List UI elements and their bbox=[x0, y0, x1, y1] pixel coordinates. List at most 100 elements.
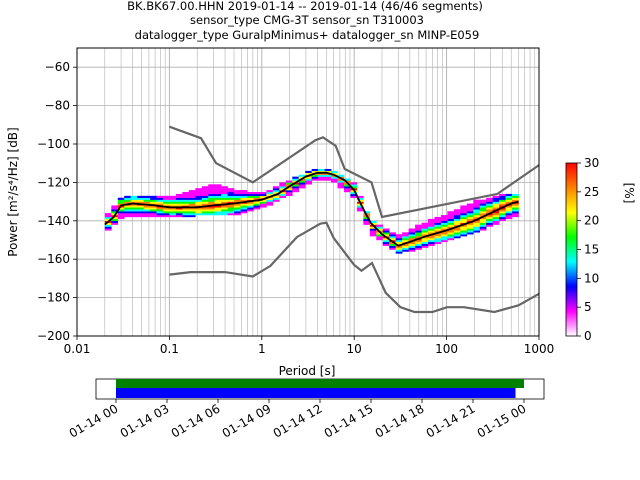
psd-cell bbox=[363, 211, 371, 214]
psd-cell bbox=[201, 186, 209, 189]
psd-cell bbox=[143, 199, 151, 202]
psd-cell bbox=[440, 215, 448, 218]
psd-cell bbox=[208, 209, 216, 212]
plot-area: 0.01 0.1 1 10 100 1000 −60 −80 −100 −120 −140 −160… bbox=[37, 47, 554, 356]
psd-cell bbox=[156, 195, 164, 198]
psd-cell bbox=[460, 218, 468, 221]
psd-cell bbox=[466, 203, 474, 206]
mean-psd bbox=[104, 171, 519, 247]
psd-cell bbox=[389, 247, 396, 250]
psd-cell bbox=[150, 199, 157, 202]
psd-cell bbox=[434, 241, 442, 245]
psd-cell bbox=[337, 184, 345, 187]
psd-cell bbox=[104, 222, 112, 225]
psd-cell bbox=[208, 188, 216, 191]
psd-cell bbox=[318, 178, 325, 181]
psd-cell bbox=[460, 205, 468, 208]
psd-cell bbox=[466, 232, 474, 235]
psd-cell bbox=[447, 215, 455, 218]
psd-cell bbox=[499, 213, 506, 216]
psd-cell bbox=[466, 218, 474, 221]
psd-cell bbox=[486, 199, 493, 202]
psd-cell bbox=[492, 215, 500, 218]
coverage-bar-green bbox=[116, 379, 524, 388]
psd-cell bbox=[421, 243, 429, 246]
psd-cell bbox=[479, 224, 487, 227]
psd-cell bbox=[415, 236, 422, 239]
psd-cell bbox=[137, 199, 144, 202]
psd-cell bbox=[453, 215, 461, 218]
psd-cell bbox=[408, 241, 416, 245]
psd-cell bbox=[350, 186, 358, 189]
psd-cell bbox=[104, 218, 112, 221]
psd-cell bbox=[156, 197, 164, 200]
y-tick-label: −80 bbox=[45, 99, 70, 113]
psd-cell bbox=[285, 190, 293, 193]
time-tick-label: 01-15 00 bbox=[475, 401, 529, 440]
psd-cell bbox=[201, 211, 209, 214]
psd-cell bbox=[266, 199, 274, 202]
psd-cell bbox=[499, 209, 506, 212]
psd-cell bbox=[343, 186, 351, 189]
psd-cell bbox=[382, 243, 390, 246]
psd-cell bbox=[259, 199, 267, 202]
psd-cell bbox=[208, 211, 216, 214]
psd-cell bbox=[169, 207, 177, 210]
psd-cell bbox=[512, 211, 519, 214]
psd-cell bbox=[376, 228, 384, 231]
psd-cell bbox=[182, 209, 190, 212]
psd-cell bbox=[466, 211, 474, 214]
psd-cell bbox=[117, 209, 125, 212]
psd-cell bbox=[137, 205, 144, 208]
psd-cell bbox=[505, 199, 513, 202]
psd-cell bbox=[195, 193, 203, 197]
psd-cell bbox=[311, 176, 319, 179]
psd-cell bbox=[279, 188, 287, 191]
psd-cell bbox=[156, 199, 164, 202]
psd-cell bbox=[188, 195, 196, 198]
psd-cell bbox=[460, 216, 468, 220]
psd-cell bbox=[356, 209, 364, 212]
psd-cell bbox=[311, 178, 319, 181]
psd-cell bbox=[247, 209, 254, 212]
psd-cell bbox=[447, 211, 455, 214]
psd-cell bbox=[428, 224, 435, 227]
psd-cell bbox=[188, 192, 196, 195]
time-tick-label: 01-14 15 bbox=[322, 401, 376, 440]
psd-cell bbox=[369, 228, 377, 231]
psd-cell bbox=[447, 224, 455, 227]
psd-cell bbox=[434, 222, 442, 225]
psd-cell bbox=[175, 197, 183, 200]
psd-cell bbox=[188, 215, 196, 218]
psd-cell bbox=[150, 201, 157, 204]
psd-cell bbox=[453, 211, 461, 214]
psd-cell bbox=[201, 197, 209, 200]
psd-cell bbox=[343, 178, 351, 181]
psd-cell bbox=[221, 188, 228, 191]
psd-cell bbox=[408, 245, 416, 248]
psd-cell bbox=[466, 230, 474, 233]
noise-model-nhnm bbox=[169, 125, 540, 219]
psd-cell bbox=[350, 195, 358, 198]
psd-cell bbox=[350, 182, 358, 185]
psd-cell bbox=[234, 193, 241, 197]
psd-cell bbox=[188, 199, 196, 202]
psd-cell bbox=[221, 209, 228, 212]
psd-cell bbox=[130, 215, 138, 218]
psd-cell bbox=[512, 193, 519, 197]
psd-cell bbox=[505, 195, 513, 198]
psd-cell bbox=[234, 209, 241, 212]
psd-cell bbox=[408, 236, 416, 239]
psd-cell bbox=[214, 201, 222, 204]
psd-cell bbox=[124, 199, 131, 202]
psd-cell bbox=[169, 211, 177, 214]
psd-cell bbox=[376, 236, 384, 239]
psd-cell bbox=[331, 176, 338, 179]
x-tick-label: 10 bbox=[347, 342, 362, 356]
psd-cell bbox=[447, 220, 455, 223]
psd-cell bbox=[382, 228, 390, 231]
psd-cell bbox=[415, 241, 422, 245]
psd-cell bbox=[150, 209, 157, 212]
psd-cell bbox=[499, 205, 506, 208]
